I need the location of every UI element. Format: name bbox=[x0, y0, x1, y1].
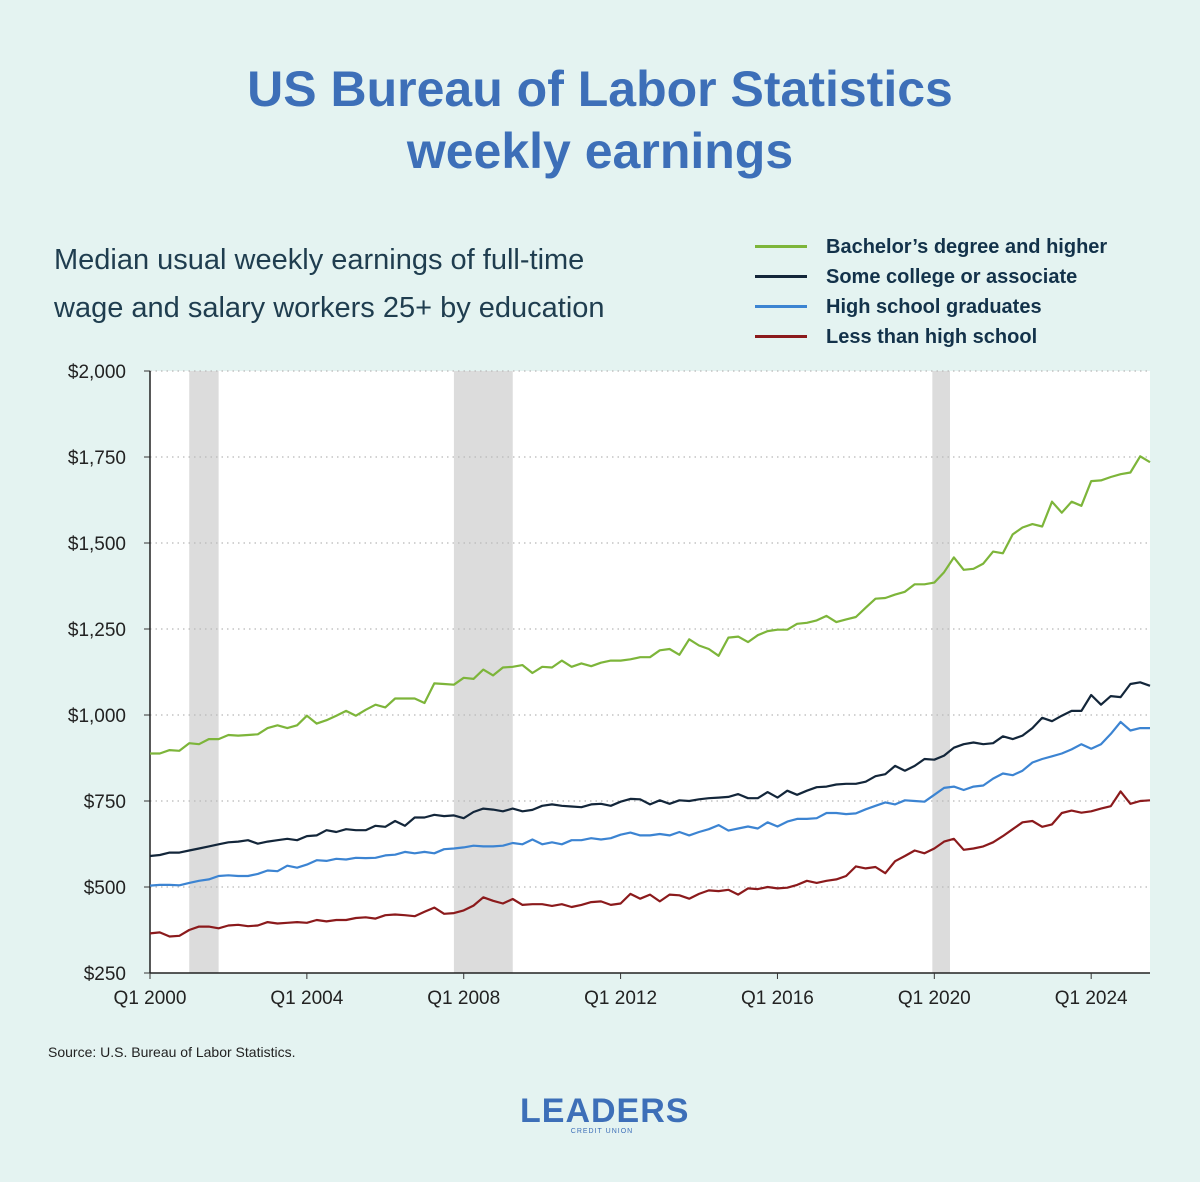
chart-subtitle: Median usual weekly earnings of full-tim… bbox=[54, 236, 734, 332]
legend-swatch-high-school bbox=[755, 305, 807, 308]
recession-band-1 bbox=[453, 371, 513, 973]
chart-title: US Bureau of Labor Statistics weekly ear… bbox=[0, 58, 1200, 182]
y-tick-label-0: $250 bbox=[84, 964, 126, 985]
legend-label-less-than-high-school: Less than high school bbox=[826, 326, 1038, 348]
legend-label-bachelors: Bachelor’s degree and higher bbox=[826, 236, 1108, 258]
x-tick-label-2: Q1 2008 bbox=[427, 988, 500, 1009]
series-line-1 bbox=[149, 681, 1151, 858]
recession-band-0 bbox=[189, 371, 219, 973]
plot-area bbox=[150, 371, 1150, 973]
series-line-0 bbox=[150, 455, 1151, 755]
legend-swatch-less-than-high-school bbox=[755, 335, 807, 338]
chart-subtitle-line2: wage and salary workers 25+ by education bbox=[54, 292, 605, 324]
logo-name: LEADERS bbox=[520, 1092, 690, 1130]
line-chart: $250 $500 $750 $1,000 $1,250 $1,500 $1,750 $2,0… bbox=[68, 362, 1151, 1009]
y-tick-label-3: $1,000 bbox=[68, 706, 126, 727]
x-tick-label-3: Q1 2012 bbox=[584, 988, 657, 1009]
chart-title-line2: weekly earnings bbox=[406, 123, 794, 179]
x-tick-label-5: Q1 2020 bbox=[898, 988, 971, 1009]
chart-subtitle-line1: Median usual weekly earnings of full-tim… bbox=[54, 244, 585, 276]
y-tick-label-1: $500 bbox=[84, 878, 126, 899]
y-tick-label-6: $1,750 bbox=[68, 448, 126, 469]
series-line-2 bbox=[149, 720, 1150, 887]
source-note: Source: U.S. Bureau of Labor Statistics. bbox=[48, 1044, 296, 1060]
logo-subtitle: CREDIT UNION bbox=[570, 1128, 634, 1135]
legend-item-some-college: Some college or associate bbox=[755, 262, 1195, 292]
legend-label-high-school: High school graduates bbox=[826, 296, 1042, 318]
legend-item-less-than-high-school: Less than high school bbox=[755, 322, 1195, 352]
legend-swatch-some-college bbox=[755, 275, 807, 278]
recession-band-2 bbox=[932, 371, 950, 973]
chart-title-line1: US Bureau of Labor Statistics bbox=[247, 61, 953, 117]
y-tick-label-5: $1,500 bbox=[68, 534, 126, 555]
legend-swatch-bachelors bbox=[755, 245, 807, 248]
leaders-logo: LEADERS CREDIT UNION bbox=[520, 1092, 690, 1135]
x-tick-label-1: Q1 2004 bbox=[270, 988, 343, 1009]
x-tick-label-6: Q1 2024 bbox=[1055, 988, 1128, 1009]
legend-label-some-college: Some college or associate bbox=[826, 266, 1078, 288]
y-tick-label-7: $2,000 bbox=[68, 362, 126, 383]
series-line-3 bbox=[149, 790, 1151, 938]
y-tick-label-4: $1,250 bbox=[68, 620, 126, 641]
x-tick-label-0: Q1 2000 bbox=[114, 988, 187, 1009]
legend-item-bachelors: Bachelor’s degree and higher bbox=[755, 232, 1195, 262]
chart-legend: Bachelor’s degree and higher Some colleg… bbox=[755, 232, 1195, 352]
y-tick-label-2: $750 bbox=[84, 792, 126, 813]
x-tick-label-4: Q1 2016 bbox=[741, 988, 814, 1009]
legend-item-high-school: High school graduates bbox=[755, 292, 1195, 322]
